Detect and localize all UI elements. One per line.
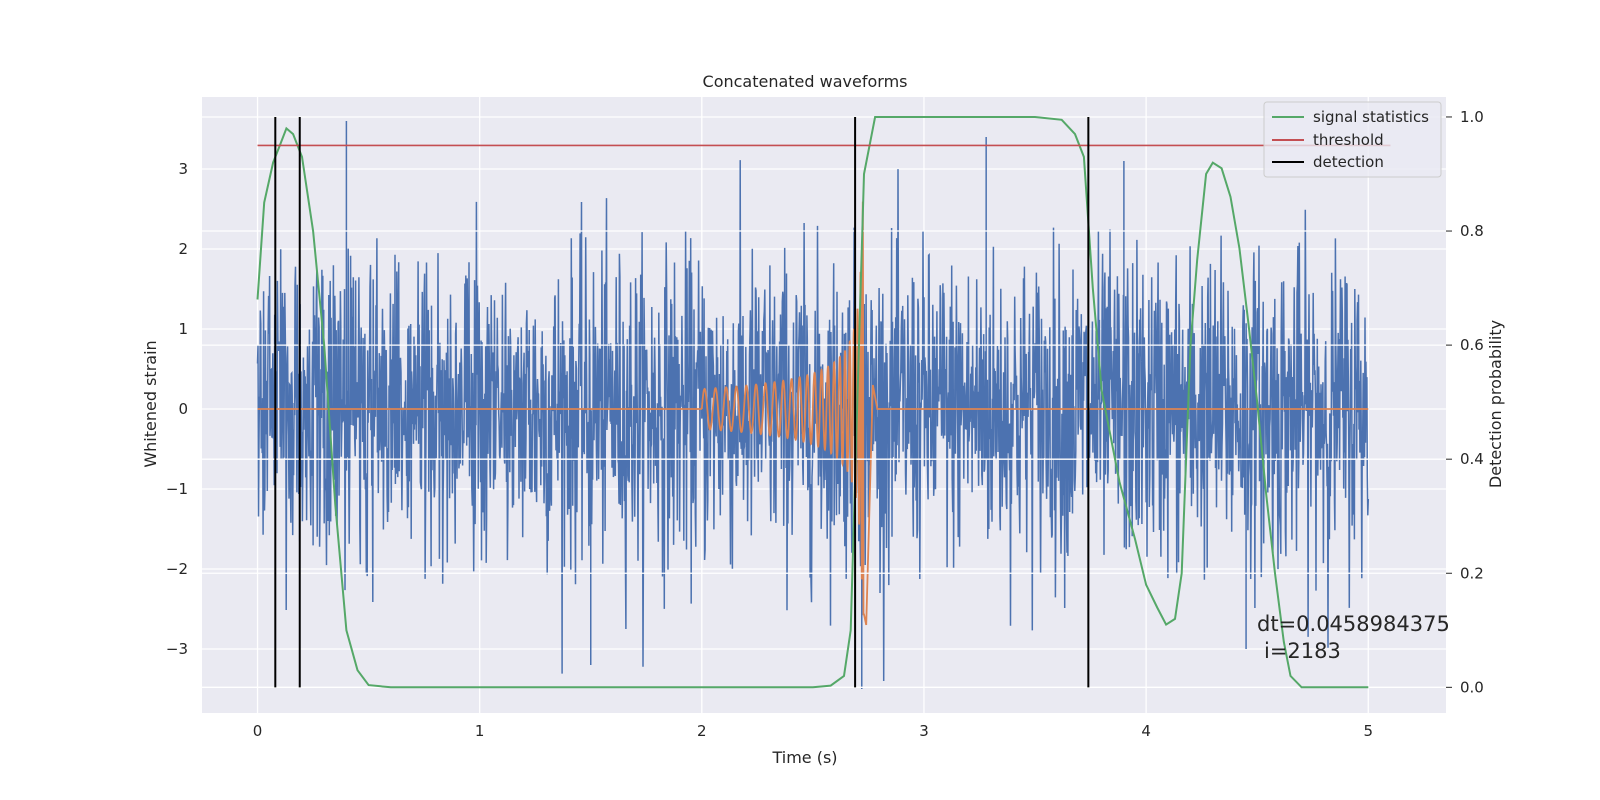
y2-tick-label: 0.0 [1460,678,1484,696]
x-tick-label: 4 [1141,722,1151,740]
y2-tick-label: 0.4 [1460,450,1484,468]
y-tick-label: −3 [166,640,188,658]
chart-title: Concatenated waveforms [703,72,908,91]
legend-label-detection: detection [1313,153,1384,171]
template-chirp-line [257,201,1369,626]
x-axis-title: Time (s) [771,748,837,767]
x-tick-label: 1 [475,722,485,740]
y2-tick-label: 1.0 [1460,108,1484,126]
legend-frame [1263,101,1442,178]
y-axis-left: −3 −2 −1 0 1 2 3 [166,160,188,658]
y-tick-label: 2 [178,240,188,258]
annotation-index: i=2183 [1264,639,1341,663]
x-tick-label: 2 [697,722,707,740]
x-tick-label: 5 [1363,722,1373,740]
signal-statistics-line [256,116,1369,689]
y2-axis-title: Detection probability [1486,320,1505,488]
y-gridlines [202,168,1446,650]
y2-tick-label: 0.2 [1460,564,1484,582]
strain-noise-line [256,160,1370,682]
x-tick-label: 3 [919,722,929,740]
series-layer [256,121,1370,689]
y-tick-label: 3 [178,160,188,178]
legend-label-signal-statistics: signal statistics [1313,108,1429,126]
y-axis-right: 0.0 0.2 0.4 0.6 0.8 1.0 [1446,108,1484,696]
y-axis-title: Whitened strain [141,340,160,467]
y-tick-label: 1 [178,320,188,338]
y2-tick-label: 0.8 [1460,222,1484,240]
y-tick-label: −2 [166,560,188,578]
legend-label-threshold: threshold [1313,131,1384,149]
legend: signal statistics threshold detection [1263,101,1442,178]
probability-layer [256,116,1391,689]
x-axis: 0 1 2 3 4 5 [253,722,1373,740]
y-tick-label: −1 [166,480,188,498]
y2-tick-label: 0.6 [1460,336,1484,354]
annotation-dt: dt=0.0458984375 [1257,612,1450,636]
y-tick-label: 0 [178,400,188,418]
x-tick-label: 0 [253,722,263,740]
